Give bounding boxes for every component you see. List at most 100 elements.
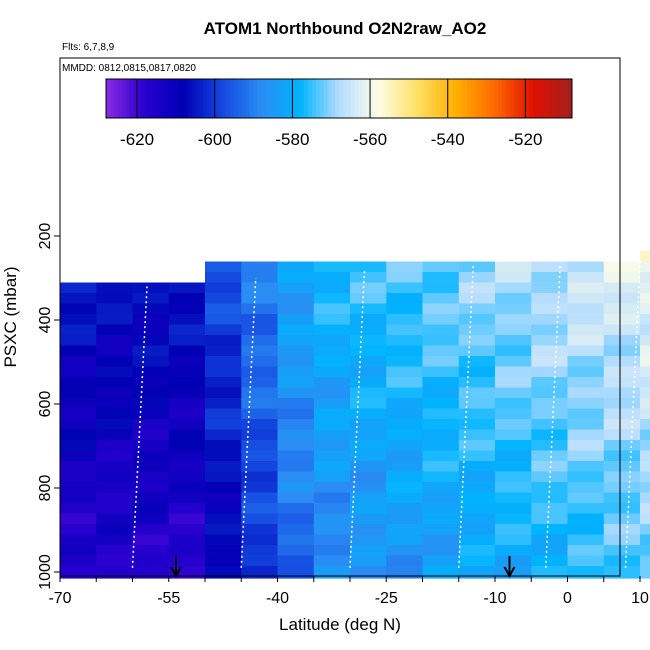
- colorbar-ticks: -620 -600 -580 -560 -540 -520: [120, 79, 542, 149]
- heatmap-cell: [531, 314, 569, 327]
- heatmap-cell: [96, 398, 134, 411]
- heatmap-cell: [60, 377, 97, 390]
- heatmap-cell: [205, 272, 242, 285]
- heatmap-cell: [205, 335, 242, 348]
- heatmap-cell: [205, 408, 242, 422]
- heatmap-cell: [386, 440, 424, 453]
- heatmap-cell: [277, 492, 315, 506]
- colorbar-swatch: [137, 79, 142, 118]
- colorbar-swatch: [257, 79, 262, 118]
- heatmap-cell: [350, 440, 387, 453]
- heatmap-cell: [386, 377, 424, 390]
- heatmap-cell: [168, 440, 206, 453]
- heatmap-cell: [567, 513, 605, 527]
- heatmap-cells: [60, 251, 650, 579]
- heatmap-cell: [205, 419, 242, 432]
- colorbar-swatch: [152, 79, 157, 118]
- x-axis: -70-55-40-25-1001020304050607080: [48, 576, 649, 607]
- heatmap-cell: [241, 345, 279, 359]
- colorbar-swatch: [393, 79, 398, 118]
- heatmap-cell: [640, 566, 650, 579]
- heatmap-cell: [313, 513, 351, 527]
- heatmap-cell: [603, 303, 641, 317]
- heatmap-cell: [386, 345, 424, 359]
- colorbar-swatch: [439, 79, 445, 118]
- heatmap-cell: [458, 461, 496, 474]
- colorbar-swatch: [408, 79, 414, 118]
- heatmap-cell: [603, 566, 641, 579]
- colorbar-swatch: [455, 79, 460, 118]
- colorbar-swatch: [490, 79, 495, 118]
- heatmap-cell: [567, 314, 605, 327]
- heatmap-cell: [313, 429, 351, 443]
- heatmap-cell: [205, 282, 242, 296]
- heatmap-cell: [495, 482, 532, 495]
- colorbar-swatch: [292, 79, 297, 118]
- heatmap-cell: [350, 471, 387, 485]
- heatmap-cell: [422, 377, 460, 390]
- heatmap-cell: [277, 314, 315, 327]
- heatmap-cell: [531, 345, 569, 359]
- heatmap-cell: [313, 566, 351, 579]
- colorbar-swatch: [405, 79, 410, 118]
- heatmap-cell: [168, 503, 206, 516]
- heatmap-cell: [96, 503, 134, 516]
- heatmap-cell: [640, 387, 650, 401]
- heatmap-cell: [132, 503, 170, 516]
- heatmap-cell: [458, 303, 496, 317]
- colorbar-swatch: [307, 79, 313, 118]
- heatmap-cell: [458, 261, 496, 275]
- x-tick-label: 10: [631, 590, 649, 607]
- x-tick-label: -55: [157, 590, 180, 607]
- heatmap-cell: [531, 482, 569, 495]
- flight-trace: [240, 277, 257, 568]
- heatmap-cell: [205, 356, 242, 369]
- heatmap-cell: [567, 503, 605, 516]
- heatmap-cell: [350, 398, 387, 411]
- colorbar-swatch: [234, 79, 239, 118]
- heatmap-cell: [241, 545, 279, 558]
- heatmap-cell: [422, 534, 460, 548]
- colorbar-swatch: [521, 79, 526, 118]
- heatmap-cell: [531, 408, 569, 422]
- heatmap-cell: [60, 450, 97, 464]
- heatmap-cell: [603, 524, 641, 537]
- heatmap-cell: [531, 440, 569, 453]
- heatmap-cell: [241, 503, 279, 516]
- heatmap-cell: [313, 503, 351, 516]
- heatmap-cell: [422, 545, 460, 558]
- heatmap-cell: [241, 471, 279, 485]
- heatmap-cell: [531, 492, 569, 506]
- heatmap-cell: [386, 482, 424, 495]
- heatmap-cell: [313, 324, 351, 338]
- heatmap-cell: [313, 335, 351, 348]
- heatmap-cell: [422, 524, 460, 537]
- colorbar-swatch: [272, 79, 278, 118]
- heatmap-cell: [458, 408, 496, 422]
- heatmap-cell: [422, 282, 460, 296]
- heatmap-cell: [458, 387, 496, 401]
- heatmap-cell: [277, 503, 315, 516]
- heatmap-cell: [60, 429, 97, 443]
- heatmap-cell: [205, 377, 242, 390]
- heatmap-cell: [313, 261, 351, 275]
- heatmap-cell: [277, 293, 315, 306]
- heatmap-cell: [313, 272, 351, 285]
- colorbar-swatch: [424, 79, 429, 118]
- colorbar-swatch: [544, 79, 550, 118]
- heatmap-cell: [640, 440, 650, 453]
- heatmap-cell: [422, 440, 460, 453]
- heatmap-cell: [386, 492, 424, 506]
- heatmap-cell: [495, 377, 532, 390]
- colorbar-swatch: [537, 79, 542, 118]
- heatmap-cell: [531, 429, 569, 443]
- heatmap-cell: [168, 398, 206, 411]
- heatmap-cell: [350, 545, 387, 558]
- colorbar-swatch: [342, 79, 348, 118]
- heatmap-cell: [60, 335, 97, 348]
- heatmap-cell: [458, 419, 496, 432]
- heatmap-cell: [603, 408, 641, 422]
- heatmap-cell: [386, 282, 424, 296]
- heatmap-cell: [603, 471, 641, 485]
- heatmap-cell: [567, 345, 605, 359]
